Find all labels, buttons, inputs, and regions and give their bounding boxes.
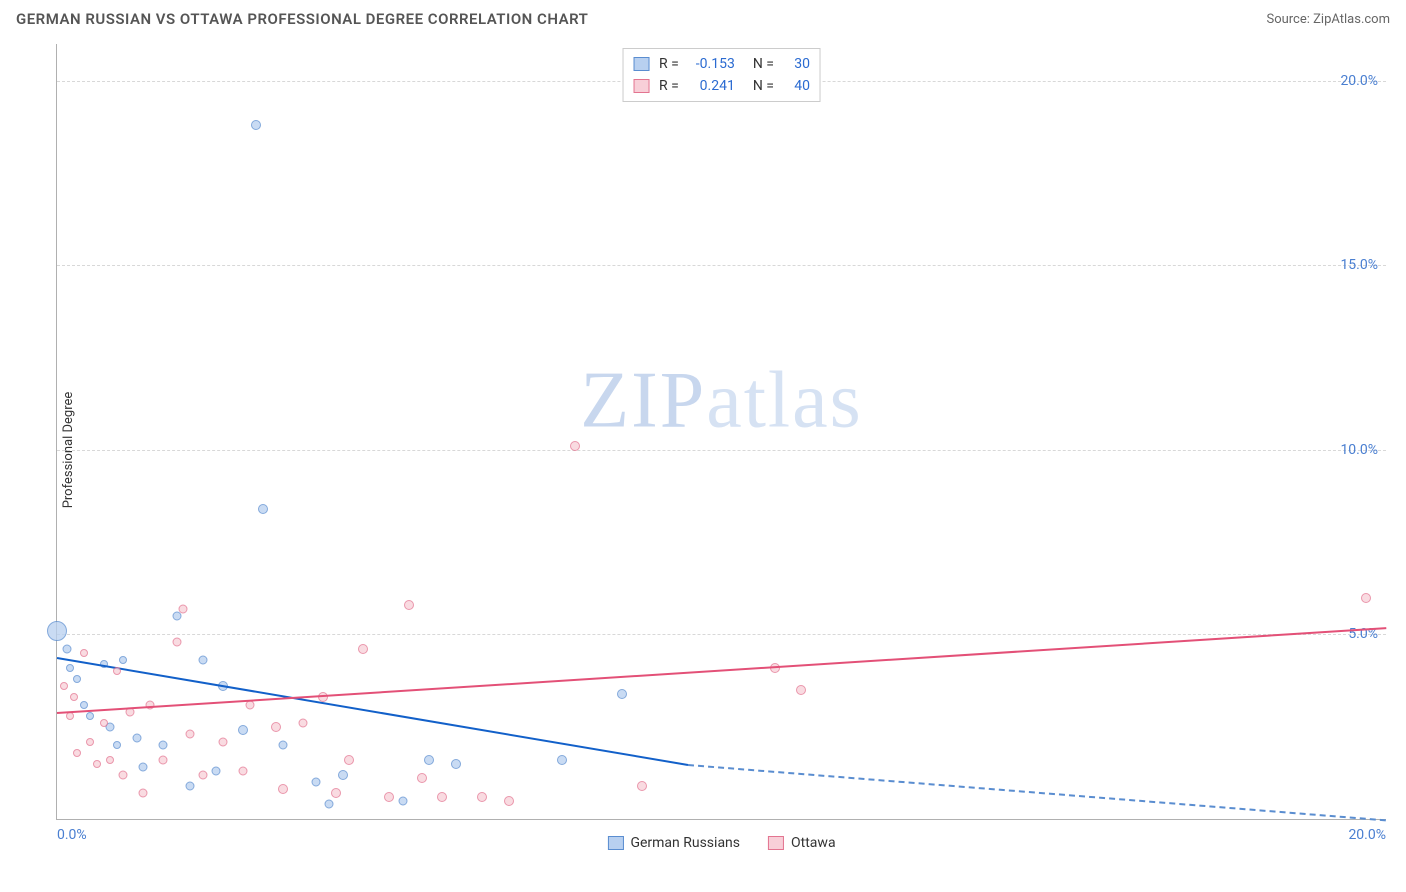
- watermark-atlas: atlas: [706, 356, 863, 444]
- y-tick-label: 10.0%: [1340, 442, 1378, 458]
- legend-item-german: German Russians: [607, 835, 740, 851]
- data-point-german: [278, 741, 287, 750]
- legend-swatch-german: [607, 836, 623, 850]
- x-tick-label: 20.0%: [1348, 827, 1386, 843]
- y-tick-label: 15.0%: [1340, 257, 1378, 273]
- x-tick-label: 0.0%: [57, 827, 87, 843]
- r-label: R =: [659, 75, 679, 97]
- data-point-ottawa: [60, 682, 68, 690]
- data-point-ottawa: [86, 738, 94, 746]
- data-point-german: [106, 722, 115, 731]
- data-point-german: [172, 612, 181, 621]
- data-point-german: [132, 733, 141, 742]
- gridline-h: [57, 634, 1386, 635]
- data-point-ottawa: [139, 789, 148, 798]
- data-point-german: [338, 770, 348, 780]
- legend: German Russians Ottawa: [607, 835, 835, 851]
- data-point-german: [617, 689, 627, 699]
- data-point-german: [185, 781, 194, 790]
- legend-swatch-ottawa: [768, 836, 784, 850]
- stats-row-ottawa: R = 0.241 N = 40: [633, 75, 810, 97]
- data-point-ottawa: [119, 770, 128, 779]
- data-point-ottawa: [239, 767, 248, 776]
- plot-area: ZIPatlas 5.0%10.0%15.0%20.0%0.0%20.0%R =…: [56, 44, 1386, 820]
- swatch-german: [633, 57, 649, 71]
- gridline-h: [57, 265, 1386, 266]
- data-point-ottawa: [271, 722, 281, 732]
- data-point-german: [119, 656, 127, 664]
- data-point-ottawa: [404, 600, 414, 610]
- data-point-ottawa: [637, 781, 647, 791]
- source-label: Source: ZipAtlas.com: [1266, 12, 1390, 27]
- n-label: N =: [753, 75, 774, 97]
- watermark-zip: ZIP: [580, 356, 706, 444]
- data-point-german: [199, 656, 208, 665]
- data-point-ottawa: [100, 719, 108, 727]
- data-point-german: [398, 796, 407, 805]
- data-point-german: [258, 504, 268, 514]
- trend-line-german: [57, 657, 689, 766]
- data-point-ottawa: [417, 773, 427, 783]
- data-point-german: [557, 755, 567, 765]
- data-point-ottawa: [199, 770, 208, 779]
- data-point-ottawa: [298, 719, 307, 728]
- data-point-ottawa: [358, 644, 368, 654]
- n-value: 30: [784, 53, 810, 75]
- data-point-german: [86, 712, 94, 720]
- data-point-ottawa: [172, 637, 181, 646]
- data-point-ottawa: [185, 730, 194, 739]
- data-point-ottawa: [1361, 593, 1371, 603]
- stats-box: R = -0.153 N = 30 R = 0.241 N = 40: [622, 48, 821, 102]
- data-point-german: [113, 741, 121, 749]
- watermark: ZIPatlas: [580, 355, 863, 446]
- data-point-german: [251, 120, 261, 130]
- r-value: -0.153: [689, 53, 735, 75]
- data-point-german: [312, 778, 321, 787]
- data-point-ottawa: [179, 604, 188, 613]
- data-point-ottawa: [477, 792, 487, 802]
- r-label: R =: [659, 53, 679, 75]
- data-point-ottawa: [344, 755, 354, 765]
- data-point-german: [212, 767, 221, 776]
- n-label: N =: [753, 53, 774, 75]
- r-value: 0.241: [689, 75, 735, 97]
- data-point-german: [47, 621, 67, 641]
- data-point-german: [451, 759, 461, 769]
- data-point-ottawa: [504, 796, 514, 806]
- gridline-h: [57, 450, 1386, 451]
- trend-line-dash-german: [688, 764, 1386, 821]
- n-value: 40: [784, 75, 810, 97]
- data-point-ottawa: [106, 756, 114, 764]
- data-point-ottawa: [80, 649, 88, 657]
- data-point-ottawa: [384, 792, 394, 802]
- data-point-ottawa: [796, 685, 806, 695]
- data-point-german: [325, 800, 334, 809]
- chart-container: Professional Degree ZIPatlas 5.0%10.0%15…: [16, 44, 1390, 856]
- data-point-ottawa: [73, 749, 81, 757]
- trend-line-ottawa: [57, 627, 1386, 714]
- data-point-ottawa: [93, 760, 101, 768]
- data-point-german: [159, 741, 168, 750]
- data-point-ottawa: [159, 755, 168, 764]
- legend-label: German Russians: [630, 835, 740, 851]
- data-point-german: [66, 664, 74, 672]
- data-point-ottawa: [219, 737, 228, 746]
- data-point-german: [139, 763, 148, 772]
- swatch-ottawa: [633, 79, 649, 93]
- data-point-german: [80, 701, 88, 709]
- data-point-ottawa: [437, 792, 447, 802]
- data-point-german: [62, 645, 71, 654]
- legend-item-ottawa: Ottawa: [768, 835, 836, 851]
- data-point-german: [424, 755, 434, 765]
- chart-title: GERMAN RUSSIAN VS OTTAWA PROFESSIONAL DE…: [16, 10, 588, 28]
- data-point-german: [238, 725, 248, 735]
- data-point-ottawa: [278, 784, 288, 794]
- stats-row-german: R = -0.153 N = 30: [633, 53, 810, 75]
- data-point-ottawa: [70, 693, 78, 701]
- legend-label: Ottawa: [791, 835, 836, 851]
- data-point-ottawa: [331, 788, 341, 798]
- data-point-german: [73, 675, 81, 683]
- y-tick-label: 20.0%: [1340, 73, 1378, 89]
